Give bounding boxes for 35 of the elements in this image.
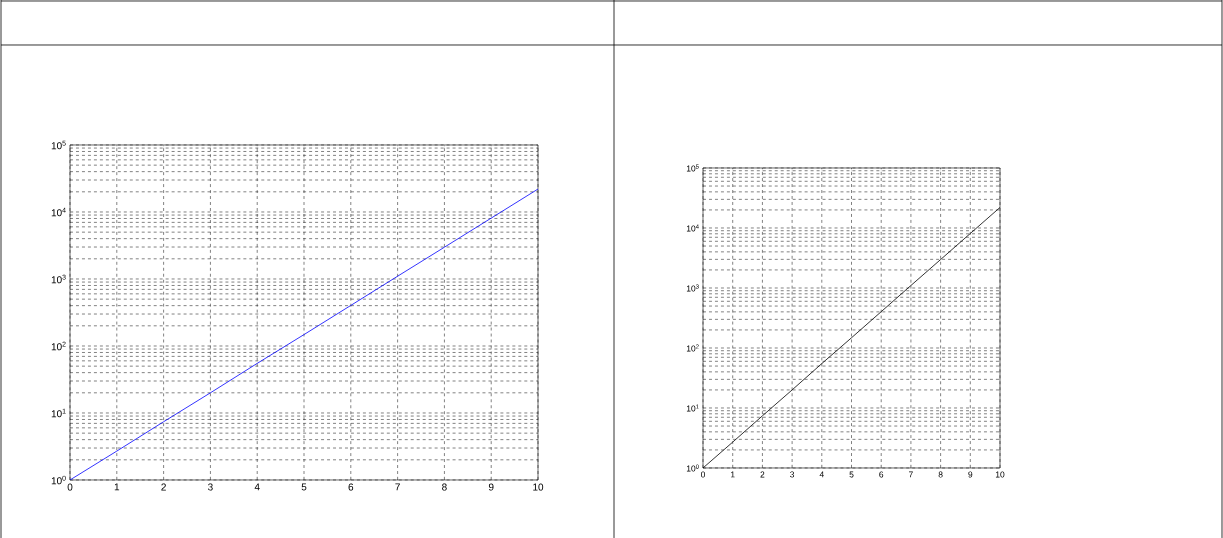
x-tick-label: 2 [161, 483, 166, 491]
x-tick-label: 5 [849, 471, 854, 478]
x-tick-label: 8 [938, 471, 943, 478]
x-tick-label: 6 [348, 483, 354, 491]
x-tick-label: 7 [908, 471, 913, 478]
x-tick-label: 6 [879, 471, 884, 478]
x-tick-label: 3 [790, 471, 795, 478]
x-tick-label: 7 [395, 483, 400, 491]
y-tick-label: 10$^{2}$ [51, 341, 66, 351]
x-tick-label: 10 [995, 471, 1005, 478]
x-tick-label: 4 [819, 471, 824, 478]
x-tick-label: 10 [533, 483, 544, 491]
y-tick-label: 10$^{3}$ [51, 274, 66, 284]
x-tick-label: 9 [968, 471, 973, 478]
x-tick-label: 9 [488, 483, 494, 491]
y-tick-label: 10$^{4}$ [51, 207, 66, 217]
y-tick-label: 10$^{0}$ [686, 464, 699, 472]
y-tick-label: 10$^{2}$ [686, 344, 699, 352]
x-tick-label: 8 [442, 483, 447, 491]
x-tick-label: 1 [114, 483, 120, 491]
y-tick-label: 10$^{1}$ [51, 408, 66, 418]
x-tick-label: 2 [760, 471, 765, 478]
line-series [70, 188, 539, 480]
y-tick-label: 10$^{0}$ [51, 475, 66, 485]
x-tick-label: 3 [208, 483, 213, 491]
x-tick-label: 0 [67, 483, 73, 491]
y-tick-label: 10$^{5}$ [51, 140, 66, 150]
y-tick-label: 10$^{5}$ [686, 164, 699, 172]
y-tick-label: 10$^{3}$ [686, 284, 699, 292]
x-tick-label: 0 [700, 471, 706, 478]
x-tick-label: 1 [731, 471, 735, 478]
y-tick-label: 10$^{1}$ [686, 404, 699, 412]
x-tick-label: 5 [301, 483, 307, 491]
y-tick-label: 10$^{4}$ [686, 224, 699, 232]
x-tick-label: 4 [254, 483, 260, 491]
